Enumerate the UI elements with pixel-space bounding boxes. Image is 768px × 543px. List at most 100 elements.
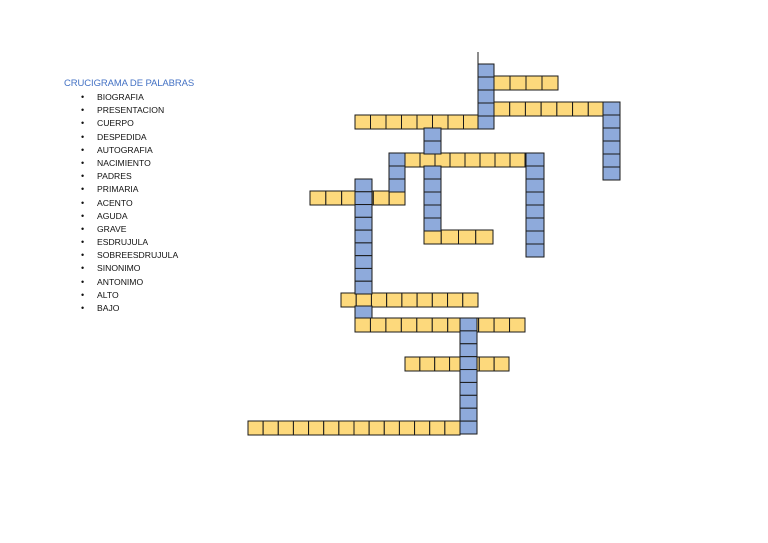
crossword-cell-horizontal[interactable] xyxy=(478,317,495,333)
crossword-cell-horizontal[interactable] xyxy=(354,317,371,333)
crossword-cell-vertical[interactable] xyxy=(459,317,478,332)
crossword-cell-vertical[interactable] xyxy=(354,242,373,257)
crossword-cell-vertical[interactable] xyxy=(477,115,495,130)
crossword-cell-horizontal[interactable] xyxy=(398,420,416,436)
crossword-cell-vertical[interactable] xyxy=(459,369,478,383)
crossword-cell-vertical[interactable] xyxy=(477,102,495,117)
crossword-cell-vertical[interactable] xyxy=(354,216,373,231)
crossword-cell-horizontal[interactable] xyxy=(572,101,589,117)
crossword-cell-vertical[interactable] xyxy=(525,152,545,167)
crossword-cell-horizontal[interactable] xyxy=(247,420,264,436)
crossword-cell-horizontal[interactable] xyxy=(494,152,511,168)
crossword-cell-vertical[interactable] xyxy=(525,204,545,219)
crossword-cell-horizontal[interactable] xyxy=(509,317,526,333)
crossword-cell-horizontal[interactable] xyxy=(431,317,449,333)
crossword-cell-vertical[interactable] xyxy=(602,114,621,129)
crossword-cell-vertical[interactable] xyxy=(602,101,621,116)
crossword-cell-vertical[interactable] xyxy=(477,89,495,104)
crossword-cell-horizontal[interactable] xyxy=(509,101,526,117)
crossword-cell-vertical[interactable] xyxy=(602,153,621,168)
crossword-cell-vertical[interactable] xyxy=(602,140,621,155)
crossword-cell-horizontal[interactable] xyxy=(370,114,387,130)
crossword-cell-horizontal[interactable] xyxy=(416,292,433,308)
crossword-cell-vertical[interactable] xyxy=(423,204,442,219)
crossword-cell-horizontal[interactable] xyxy=(447,114,464,130)
crossword-cell-vertical[interactable] xyxy=(459,330,478,345)
crossword-cell-horizontal[interactable] xyxy=(462,292,479,308)
crossword-cell-horizontal[interactable] xyxy=(493,317,511,333)
crossword-cell-vertical[interactable] xyxy=(423,217,442,232)
crossword-cell-horizontal[interactable] xyxy=(493,356,510,372)
crossword-cell-horizontal[interactable] xyxy=(444,420,461,436)
crossword-cell-horizontal[interactable] xyxy=(493,101,511,117)
crossword-cell-vertical[interactable] xyxy=(354,267,373,282)
crossword-cell-vertical[interactable] xyxy=(354,229,373,244)
crossword-cell-vertical[interactable] xyxy=(423,127,442,142)
crossword-cell-horizontal[interactable] xyxy=(416,114,433,130)
crossword-cell-vertical[interactable] xyxy=(525,191,545,206)
crossword-cell-horizontal[interactable] xyxy=(463,114,480,130)
crossword-cell-horizontal[interactable] xyxy=(493,75,511,91)
crossword-cell-vertical[interactable] xyxy=(525,230,545,245)
crossword-cell-vertical[interactable] xyxy=(459,356,478,371)
crossword-cell-horizontal[interactable] xyxy=(404,152,421,168)
crossword-cell-vertical[interactable] xyxy=(525,243,545,258)
crossword-cell-horizontal[interactable] xyxy=(540,101,558,117)
crossword-cell-vertical[interactable] xyxy=(423,178,442,193)
crossword-cell-horizontal[interactable] xyxy=(292,420,310,436)
crossword-cell-horizontal[interactable] xyxy=(401,114,418,130)
crossword-cell-horizontal[interactable] xyxy=(509,75,527,91)
crossword-cell-horizontal[interactable] xyxy=(369,317,387,333)
crossword-cell-vertical[interactable] xyxy=(459,343,478,358)
crossword-cell-horizontal[interactable] xyxy=(419,356,436,372)
crossword-cell-horizontal[interactable] xyxy=(440,229,459,245)
crossword-cell-horizontal[interactable] xyxy=(431,292,449,308)
crossword-cell-vertical[interactable] xyxy=(477,76,495,91)
crossword-cell-horizontal[interactable] xyxy=(383,420,400,436)
crossword-cell-horizontal[interactable] xyxy=(355,292,372,308)
crossword-cell-horizontal[interactable] xyxy=(404,356,421,372)
crossword-cell-horizontal[interactable] xyxy=(509,152,526,168)
crossword-cell-vertical[interactable] xyxy=(354,280,373,295)
crossword-cell-horizontal[interactable] xyxy=(368,420,385,436)
crossword-cell-horizontal[interactable] xyxy=(262,420,279,436)
crossword-cell-horizontal[interactable] xyxy=(323,420,340,436)
crossword-cell-vertical[interactable] xyxy=(525,178,545,193)
crossword-cell-horizontal[interactable] xyxy=(429,420,446,436)
crossword-cell-horizontal[interactable] xyxy=(325,190,343,206)
crossword-cell-horizontal[interactable] xyxy=(434,152,451,168)
crossword-cell-vertical[interactable] xyxy=(525,217,545,232)
crossword-cell-horizontal[interactable] xyxy=(372,190,390,206)
crossword-cell-horizontal[interactable] xyxy=(447,292,464,308)
crossword-cell-vertical[interactable] xyxy=(354,204,373,218)
crossword-cell-vertical[interactable] xyxy=(354,305,373,319)
crossword-cell-horizontal[interactable] xyxy=(556,101,574,117)
crossword-cell-horizontal[interactable] xyxy=(370,292,388,308)
crossword-cell-vertical[interactable] xyxy=(423,140,442,155)
crossword-cell-vertical[interactable] xyxy=(354,255,373,269)
crossword-cell-horizontal[interactable] xyxy=(385,114,402,130)
crossword-cell-horizontal[interactable] xyxy=(400,317,418,333)
crossword-cell-vertical[interactable] xyxy=(459,381,478,396)
crossword-cell-vertical[interactable] xyxy=(354,178,373,193)
crossword-cell-vertical[interactable] xyxy=(459,394,478,409)
crossword-cell-vertical[interactable] xyxy=(388,165,406,180)
crossword-cell-horizontal[interactable] xyxy=(388,190,406,206)
crossword-cell-horizontal[interactable] xyxy=(541,75,559,91)
crossword-cell-horizontal[interactable] xyxy=(423,229,442,245)
crossword-cell-vertical[interactable] xyxy=(354,191,373,206)
crossword-cell-horizontal[interactable] xyxy=(401,292,418,308)
crossword-cell-horizontal[interactable] xyxy=(354,114,371,130)
crossword-cell-horizontal[interactable] xyxy=(479,152,496,168)
crossword-cell-horizontal[interactable] xyxy=(432,114,449,130)
crossword-cell-horizontal[interactable] xyxy=(416,317,433,333)
crossword-cell-horizontal[interactable] xyxy=(524,101,542,117)
crossword-cell-horizontal[interactable] xyxy=(419,152,436,168)
crossword-cell-horizontal[interactable] xyxy=(449,152,466,168)
crossword-cell-vertical[interactable] xyxy=(388,178,406,193)
crossword-cell-horizontal[interactable] xyxy=(340,292,357,308)
crossword-cell-horizontal[interactable] xyxy=(308,420,325,436)
crossword-cell-vertical[interactable] xyxy=(423,191,442,206)
crossword-cell-horizontal[interactable] xyxy=(338,420,355,436)
crossword-cell-horizontal[interactable] xyxy=(277,420,294,436)
